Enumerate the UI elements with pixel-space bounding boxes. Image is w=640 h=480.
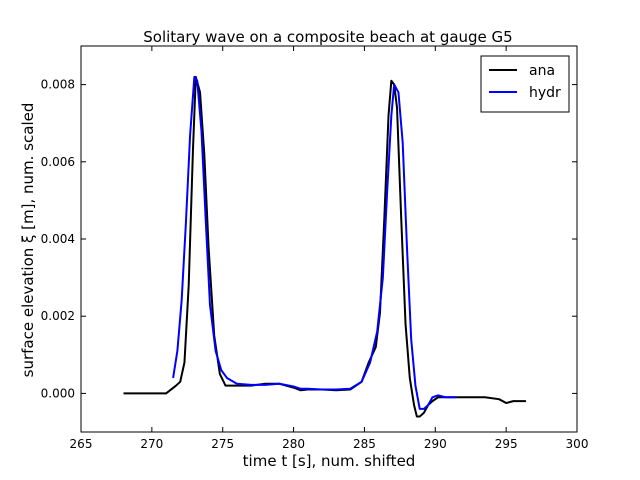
x-tick-label: 280: [282, 437, 305, 451]
x-axis: 265 270 275 280 285 290 295 300: [70, 46, 589, 451]
x-tick-label: 295: [495, 437, 518, 451]
x-tick-label: 275: [211, 437, 234, 451]
legend-label-hydr: hydr: [529, 85, 561, 101]
legend-label-ana: ana: [529, 63, 555, 79]
x-axis-label: time t [s], num. shifted: [243, 452, 416, 470]
y-tick-label: 0.000: [41, 386, 75, 400]
x-tick-label: 270: [140, 437, 163, 451]
y-axis-label: surface elevation ξ [m], num. scaled: [19, 103, 37, 378]
x-tick-label: 265: [70, 437, 93, 451]
legend-box: [480, 55, 570, 113]
legend: ana hydr: [480, 55, 570, 113]
series-layer: [123, 75, 526, 418]
y-axis: 0.000 0.002 0.004 0.006 0.008: [41, 78, 577, 400]
y-tick-label: 0.002: [41, 309, 75, 323]
chart-title: Solitary wave on a composite beach at ga…: [143, 28, 512, 46]
x-tick-label: 285: [353, 437, 376, 451]
x-tick-label: 300: [566, 437, 589, 451]
y-tick-label: 0.006: [41, 155, 75, 169]
x-tick-label: 290: [424, 437, 447, 451]
y-tick-label: 0.008: [41, 78, 75, 92]
series-line-hydr: [172, 75, 457, 410]
y-tick-label: 0.004: [41, 232, 75, 246]
